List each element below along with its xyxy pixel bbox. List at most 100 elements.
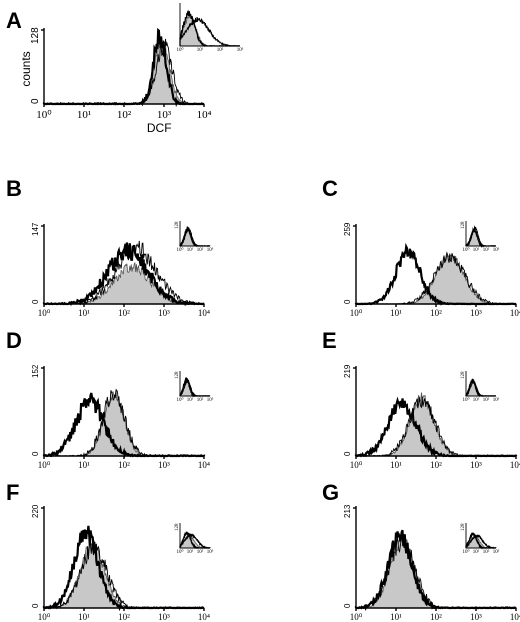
x-tick-label: 10¹: [78, 460, 90, 470]
x-tick-label: 10¹: [77, 109, 91, 121]
inset-x-tick-label: 10⁰: [176, 397, 183, 403]
inset-x-tick-label: 10²: [483, 397, 490, 403]
inset-y-max-label: 128: [175, 221, 180, 229]
inset-axis: [465, 221, 496, 247]
y-max-label: 220: [31, 504, 40, 518]
x-tick-label: 10⁴: [198, 308, 210, 318]
x-tick-label: 10³: [470, 460, 482, 470]
panel-letter: G: [322, 480, 339, 505]
inset-x-tick-label: 10³: [207, 549, 214, 555]
inset-histogram: 128 10⁰ 10¹ 10² 10³: [175, 371, 214, 403]
inset-x-tick-label: 10¹: [473, 397, 480, 403]
inset-x-tick-label: 10²: [197, 247, 204, 253]
panel-letter: E: [322, 328, 337, 353]
inset-histogram: 128 10⁰ 10¹ 10² 10³: [175, 221, 214, 253]
inset-y-max-label: 128: [175, 523, 180, 531]
x-tick-label: 10⁴: [198, 612, 210, 622]
y-max-label: 259: [343, 222, 352, 236]
inset-x-tick-label: 10³: [237, 47, 244, 53]
inset-histogram: 128 10⁰ 10¹ 10² 10³: [175, 523, 214, 555]
x-tick-label: 10⁰: [38, 612, 51, 622]
x-tick-label: 10⁰: [350, 308, 363, 318]
x-tick-label: 10³: [470, 612, 482, 622]
inset-histogram: 128 10⁰ 10¹ 10² 10³: [461, 371, 500, 403]
y-zero-label: 0: [31, 603, 40, 608]
x-tick-label: 10⁴: [510, 460, 520, 470]
panel-letter: B: [6, 176, 22, 201]
inset-x-tick-label: 10⁰: [176, 47, 183, 53]
y-axis-title: counts: [19, 51, 33, 86]
inset-x-tick-label: 10⁰: [462, 549, 469, 555]
panel-letter: C: [322, 176, 338, 201]
y-max-label: 147: [31, 222, 40, 236]
x-tick-label: 10⁰: [38, 460, 51, 470]
histogram-series-thick-line: [354, 529, 517, 611]
inset-histogram: 128 10⁰ 10¹ 10² 10³: [461, 523, 500, 555]
x-tick-label: 10⁴: [510, 612, 520, 622]
inset-x-tick-label: 10³: [493, 397, 500, 403]
x-tick-label: 10⁰: [38, 308, 51, 318]
inset-series-thin-line: [179, 533, 211, 549]
x-tick-label: 10¹: [390, 460, 402, 470]
axis-lines: [43, 506, 204, 609]
inset-y-max-label: 128: [461, 371, 466, 379]
x-tick-label: 10²: [118, 308, 130, 318]
x-tick-label: 10³: [158, 308, 170, 318]
inset-x-tick-label: 10³: [493, 549, 500, 555]
histogram-series-filled-gray: [355, 534, 517, 609]
inset-x-tick-label: 10⁰: [176, 247, 183, 253]
x-tick-label: 10¹: [78, 308, 90, 318]
panel-letter: F: [6, 480, 19, 505]
x-tick-label: 10⁴: [197, 109, 212, 121]
inset-x-tick-label: 10⁰: [462, 397, 469, 403]
inset-x-tick-label: 10³: [207, 247, 214, 253]
inset-histogram: 10⁰ 10¹ 10² 10³: [176, 3, 244, 53]
panel-letter: D: [6, 328, 22, 353]
x-tick-label: 10³: [158, 612, 170, 622]
x-tick-label: 10¹: [390, 308, 402, 318]
inset-x-tick-label: 10²: [217, 47, 224, 53]
y-zero-label: 0: [31, 451, 40, 456]
x-tick-label: 10²: [430, 612, 442, 622]
histogram-panel-c: C259010⁰10¹10²10³10⁴12810⁰10¹10²10³: [322, 176, 520, 318]
inset-x-tick-label: 10¹: [473, 247, 480, 253]
panel-letter: A: [6, 8, 22, 33]
inset-axis: [179, 523, 210, 549]
y-zero-label: 0: [343, 299, 352, 304]
inset-x-tick-label: 10²: [197, 397, 204, 403]
x-tick-label: 10²: [430, 460, 442, 470]
y-max-label: 128: [30, 27, 41, 44]
inset-y-max-label: 128: [461, 523, 466, 531]
inset-x-tick-label: 10¹: [187, 397, 194, 403]
x-tick-label: 10³: [470, 308, 482, 318]
x-tick-label: 10⁰: [350, 460, 363, 470]
histogram-series-thick-line: [42, 242, 205, 307]
inset-axis: [179, 3, 240, 47]
x-tick-label: 10²: [118, 460, 130, 470]
y-max-label: 213: [343, 504, 352, 518]
inset-x-tick-label: 10²: [197, 549, 204, 555]
x-tick-label: 10⁴: [510, 308, 520, 318]
y-zero-label: 0: [31, 299, 40, 304]
x-tick-label: 10⁴: [198, 460, 210, 470]
inset-axis: [179, 221, 210, 247]
x-tick-label: 10²: [117, 109, 132, 121]
y-zero-label: 0: [343, 451, 352, 456]
x-tick-label: 10³: [158, 460, 170, 470]
inset-x-tick-label: 10⁰: [462, 247, 469, 253]
x-tick-label: 10¹: [390, 612, 402, 622]
inset-x-tick-label: 10¹: [187, 247, 194, 253]
inset-histogram: 128 10⁰ 10¹ 10² 10³: [461, 221, 500, 253]
x-tick-label: 10³: [157, 109, 172, 121]
x-tick-label: 10¹: [78, 612, 90, 622]
inset-axis: [465, 371, 496, 397]
inset-axis: [465, 523, 496, 549]
y-zero-label: 0: [343, 603, 352, 608]
y-max-label: 152: [31, 364, 40, 378]
inset-x-tick-label: 10³: [207, 397, 214, 403]
histogram-panel-e: E219010⁰10¹10²10³10⁴12810⁰10¹10²10³: [322, 328, 520, 470]
